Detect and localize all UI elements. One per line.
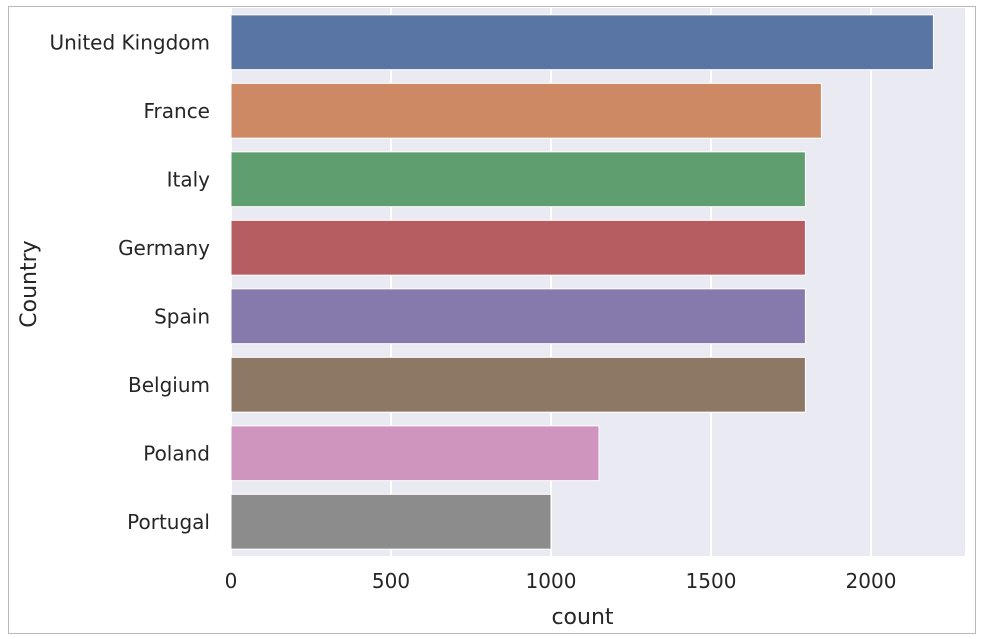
x-tick-labels: 0 500 1000 1500 2000 — [225, 569, 897, 593]
x-tick-label: 1500 — [686, 569, 737, 593]
x-axis-title: count — [551, 605, 613, 630]
bar-france — [230, 82, 822, 139]
bar-belgium — [230, 356, 806, 413]
y-tick-labels: United Kingdom France Italy Germany Spain Bel… — [49, 30, 210, 534]
x-tick-label: 2000 — [846, 569, 897, 593]
y-tick-label: Belgium — [128, 373, 210, 397]
y-tick-label: Italy — [167, 167, 211, 191]
bar-italy — [230, 151, 806, 208]
bar-portugal — [230, 493, 552, 550]
x-tick-label: 1000 — [526, 569, 577, 593]
y-tick-label: Germany — [118, 236, 210, 260]
y-tick-label: Spain — [154, 304, 210, 328]
bar-spain — [230, 288, 806, 345]
x-tick-label: 500 — [372, 569, 410, 593]
y-tick-label: Portugal — [127, 510, 210, 534]
bar-poland — [230, 425, 600, 482]
y-axis-title: Country — [17, 240, 42, 327]
y-tick-label: Poland — [143, 441, 210, 465]
x-tick-label: 0 — [225, 569, 238, 593]
bar-united-kingdom — [230, 14, 934, 71]
bar-germany — [230, 219, 806, 276]
bars — [230, 14, 934, 550]
y-tick-label: France — [143, 99, 210, 123]
y-tick-label: United Kingdom — [49, 30, 210, 54]
